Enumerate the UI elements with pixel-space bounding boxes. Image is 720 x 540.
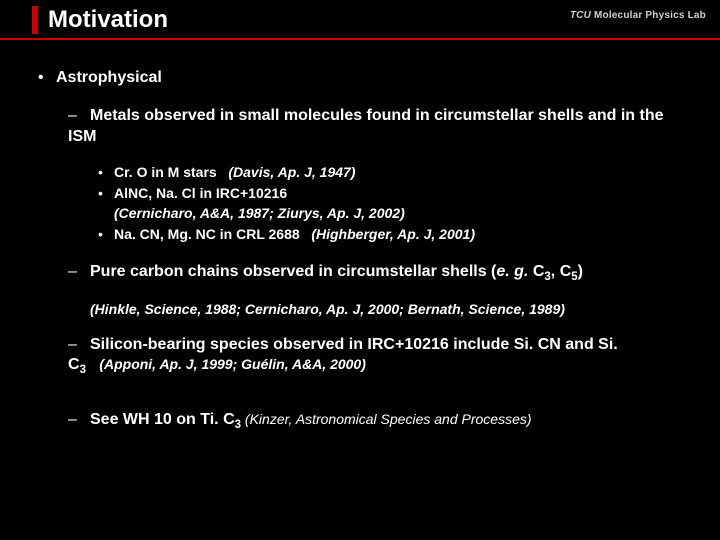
- l3c-cite: (Highberger, Ap. J, 2001): [311, 226, 475, 242]
- l2d-text: See WH 10 on Ti. C3: [90, 411, 241, 428]
- l2a-text: Metals observed in small molecules found…: [68, 107, 664, 144]
- l3c-text: Na. CN, Mg. NC in CRL 2688: [114, 226, 300, 242]
- l2c-cite: (Apponi, Ap. J, 1999; Guélin, A&A, 2000): [99, 356, 366, 372]
- dash-icon: –: [68, 410, 90, 430]
- l2b-text: Pure carbon chains observed in circumste…: [90, 263, 583, 280]
- bullet-l2-metals: –Metals observed in small molecules foun…: [68, 106, 694, 147]
- bullet-l1: •Astrophysical: [38, 68, 694, 88]
- bullet-l2-wh10: –See WH 10 on Ti. C3 (Kinzer, Astronomic…: [68, 410, 694, 433]
- slide-title: Motivation: [48, 6, 168, 34]
- bullet-l2-carbon: –Pure carbon chains observed in circumst…: [68, 262, 694, 285]
- lab-tcu: TCU: [570, 10, 591, 21]
- bullet-l2-silicon: –Silicon-bearing species observed in IRC…: [68, 335, 694, 378]
- dash-icon: –: [68, 262, 90, 282]
- l2b-cite: (Hinkle, Science, 1988; Cernicharo, Ap. …: [90, 301, 694, 319]
- slide-header: Motivation TCU Molecular Physics Lab: [0, 0, 720, 40]
- l3b-cite: (Cernicharo, A&A, 1987; Ziurys, Ap. J, 2…: [114, 205, 694, 223]
- l1-text: Astrophysical: [56, 69, 162, 86]
- lab-label: TCU Molecular Physics Lab: [570, 10, 706, 21]
- l2d-cite: (Kinzer, Astronomical Species and Proces…: [241, 411, 532, 427]
- l3a-cite: (Davis, Ap. J, 1947): [228, 164, 355, 180]
- bullet-l3-nacn: •Na. CN, Mg. NC in CRL 2688 (Highberger,…: [98, 225, 694, 244]
- bullet-l3-cro: •Cr. O in M stars (Davis, Ap. J, 1947) •…: [98, 163, 694, 203]
- l3a-text: Cr. O in M stars: [114, 164, 217, 180]
- dot-icon: •: [98, 225, 114, 244]
- dot-icon: •: [98, 184, 114, 203]
- l3b-text: AlNC, Na. Cl in IRC+10216: [114, 185, 287, 201]
- dash-icon: –: [68, 106, 90, 126]
- lab-name: Molecular Physics Lab: [591, 10, 706, 21]
- title-accent: [32, 6, 38, 34]
- slide-content: •Astrophysical –Metals observed in small…: [0, 40, 720, 433]
- bullet-dot-icon: •: [38, 68, 56, 88]
- dot-icon: •: [98, 163, 114, 182]
- header-rule: [0, 38, 720, 40]
- dash-icon: –: [68, 335, 90, 355]
